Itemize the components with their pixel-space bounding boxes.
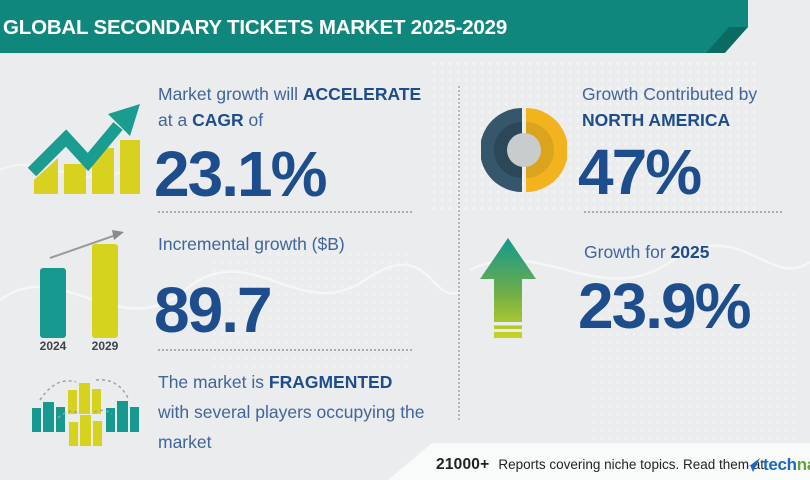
page-title: GLOBAL SECONDARY TICKETS MARKET 2025-202… xyxy=(3,16,508,39)
stat-region-value: 47% xyxy=(578,136,702,208)
stat-region-caption: Growth Contributed by NORTH AMERICA xyxy=(582,82,757,134)
fragmented-market-icon xyxy=(32,379,139,446)
logo-text-green: nav xyxy=(796,455,810,474)
report-count: 21000+ xyxy=(436,456,490,473)
stat-fragmented-caption: The market is FRAGMENTED with several pl… xyxy=(158,368,425,458)
technavio-logo[interactable]: technav xyxy=(743,455,810,475)
divider-left-1 xyxy=(158,211,412,213)
divider-left-2 xyxy=(158,349,412,351)
logo-text-blue: tech xyxy=(763,455,797,474)
stat-cagr-line2c: of xyxy=(243,110,264,130)
stat-cagr-value: 23.1% xyxy=(154,138,327,210)
stat-incremental-value: 89.7 xyxy=(154,274,273,346)
stat-cagr-line1: Market growth will xyxy=(158,84,303,104)
stat-region-line1: Growth Contributed by xyxy=(582,84,758,104)
stat-cagr-line2a: at a xyxy=(158,110,193,130)
footer-text: 21000+ Reports covering niche topics. Rea… xyxy=(436,456,764,474)
stat-cagr-caption: Market growth will ACCELERATE at a CAGR … xyxy=(158,82,421,134)
stat-cagr-accelerate: ACCELERATE xyxy=(302,84,422,104)
incremental-growth-bars-icon: 2024 2029 xyxy=(28,226,132,356)
stat-incremental-label: Incremental growth ($B) xyxy=(158,234,345,254)
stat-growth2025-year: 2025 xyxy=(670,242,710,262)
header-ribbon: GLOBAL SECONDARY TICKETS MARKET 2025-202… xyxy=(0,0,748,53)
stat-growth2025-line: Growth for xyxy=(584,242,671,262)
technavio-logo-icon xyxy=(744,458,760,472)
stat-fragmented-keyword: FRAGMENTED xyxy=(268,372,393,392)
stat-region-name: NORTH AMERICA xyxy=(582,110,731,130)
stat-fragmented-line3: market xyxy=(158,432,212,452)
column-divider xyxy=(458,86,460,420)
growth-chart-icon xyxy=(27,104,140,194)
year-start-label: 2024 xyxy=(39,339,67,353)
stat-cagr-cagr: CAGR xyxy=(192,110,244,130)
stat-growth2025-value: 23.9% xyxy=(578,270,751,342)
footer-tagline: Reports covering niche topics. Read them… xyxy=(498,457,764,472)
stat-growth2025-caption: Growth for 2025 xyxy=(584,240,710,266)
donut-chart-icon xyxy=(481,108,567,192)
growth-arrow-icon xyxy=(480,238,536,338)
year-end-label: 2029 xyxy=(91,339,119,353)
stat-fragmented-line2: with several players occupying the xyxy=(158,402,425,422)
stat-incremental-caption: Incremental growth ($B) xyxy=(158,232,345,258)
stat-fragmented-line1a: The market is xyxy=(158,372,269,392)
divider-right-1 xyxy=(584,211,782,213)
footer-band xyxy=(388,443,810,480)
